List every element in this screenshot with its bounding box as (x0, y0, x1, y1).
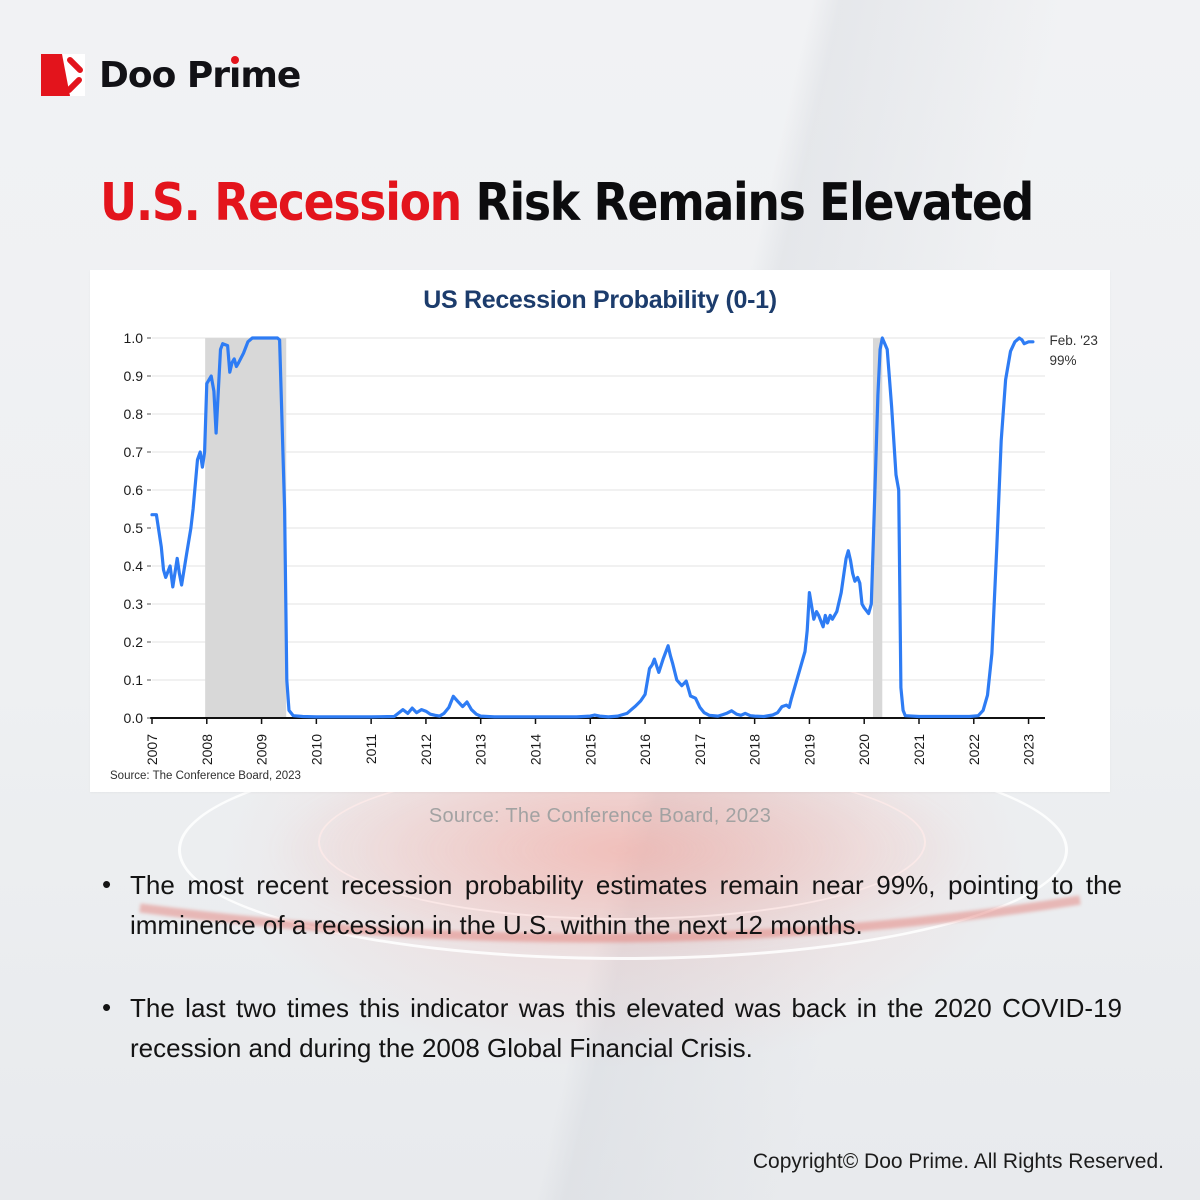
page-title-highlight: U.S. Recession (100, 172, 462, 233)
bullet-text: The last two times this indicator was th… (130, 993, 1122, 1063)
svg-text:2010: 2010 (308, 734, 324, 765)
svg-text:Feb. '23: Feb. '23 (1050, 333, 1098, 348)
svg-text:2015: 2015 (582, 734, 598, 765)
svg-text:2017: 2017 (692, 734, 708, 765)
svg-text:0.9: 0.9 (124, 368, 144, 384)
chart-panel: US Recession Probability (0-1) 2007 2008 2… (90, 270, 1110, 792)
bullet-marker: • (102, 869, 112, 899)
svg-text:2013: 2013 (473, 734, 489, 765)
bullet-text: The most recent recession probability es… (130, 870, 1122, 940)
annotation-feb-23: Feb. '23 99% (1050, 333, 1098, 368)
svg-text:2016: 2016 (637, 734, 653, 765)
svg-text:2012: 2012 (418, 734, 434, 765)
recession-probability-chart: 2007 2008 2009 2010 2011 2012 2013 2014 2015 2016… (124, 330, 1098, 765)
svg-text:2008: 2008 (199, 734, 215, 765)
svg-text:2023: 2023 (1021, 734, 1037, 765)
page-title: U.S. Recession Risk Remains Elevated (100, 172, 1035, 233)
svg-text:0.3: 0.3 (124, 596, 144, 612)
svg-text:0.4: 0.4 (124, 558, 144, 574)
svg-text:2022: 2022 (966, 734, 982, 765)
svg-text:0.7: 0.7 (124, 444, 144, 460)
svg-text:2014: 2014 (527, 734, 543, 765)
probability-line (150, 336, 1035, 719)
svg-text:0.5: 0.5 (124, 520, 144, 536)
svg-text:0.8: 0.8 (124, 406, 144, 422)
svg-text:2021: 2021 (911, 734, 927, 765)
chart-source-note: Source: The Conference Board, 2023 (110, 770, 301, 782)
copyright-text: Copyright© Doo Prime. All Rights Reserve… (752, 1150, 1164, 1173)
svg-text:2009: 2009 (254, 734, 270, 765)
page-title-rest: Risk Remains Elevated (460, 172, 1035, 233)
bullet-marker: • (102, 992, 112, 1023)
doo-prime-logo: Doo Prı me (40, 52, 301, 98)
svg-text:0.1: 0.1 (124, 672, 144, 688)
key-points-list: • The most recent recession probability e… (100, 866, 1122, 1112)
y-axis-labels: 0.0 0.1 0.2 0.3 0.4 0.5 0.6 0.7 0.8 0.9 1.0 (124, 330, 151, 726)
svg-text:0.0: 0.0 (124, 710, 144, 726)
list-item: • The last two times this indicator was t… (100, 989, 1122, 1068)
svg-text:0.2: 0.2 (124, 634, 144, 650)
svg-text:2020: 2020 (856, 734, 872, 765)
svg-text:2007: 2007 (144, 734, 160, 765)
chart-title: US Recession Probability (0-1) (423, 286, 777, 314)
doo-prime-logo-text: Doo Prı me (99, 54, 301, 96)
svg-text:2011: 2011 (363, 734, 379, 764)
y-gridlines (152, 337, 1045, 681)
svg-text:99%: 99% (1050, 353, 1077, 368)
doo-prime-logo-icon (41, 54, 85, 96)
svg-text:0.6: 0.6 (124, 482, 144, 498)
chart-caption: Source: The Conference Board, 2023 (428, 805, 772, 827)
svg-text:2018: 2018 (747, 734, 763, 765)
logo-i-red-dot (230, 55, 239, 64)
x-axis: 2007 2008 2009 2010 2011 2012 2013 2014 2015 2016… (144, 717, 1045, 765)
svg-text:2019: 2019 (801, 734, 817, 765)
svg-text:1.0: 1.0 (124, 330, 144, 346)
list-item: • The most recent recession probability e… (100, 866, 1122, 945)
